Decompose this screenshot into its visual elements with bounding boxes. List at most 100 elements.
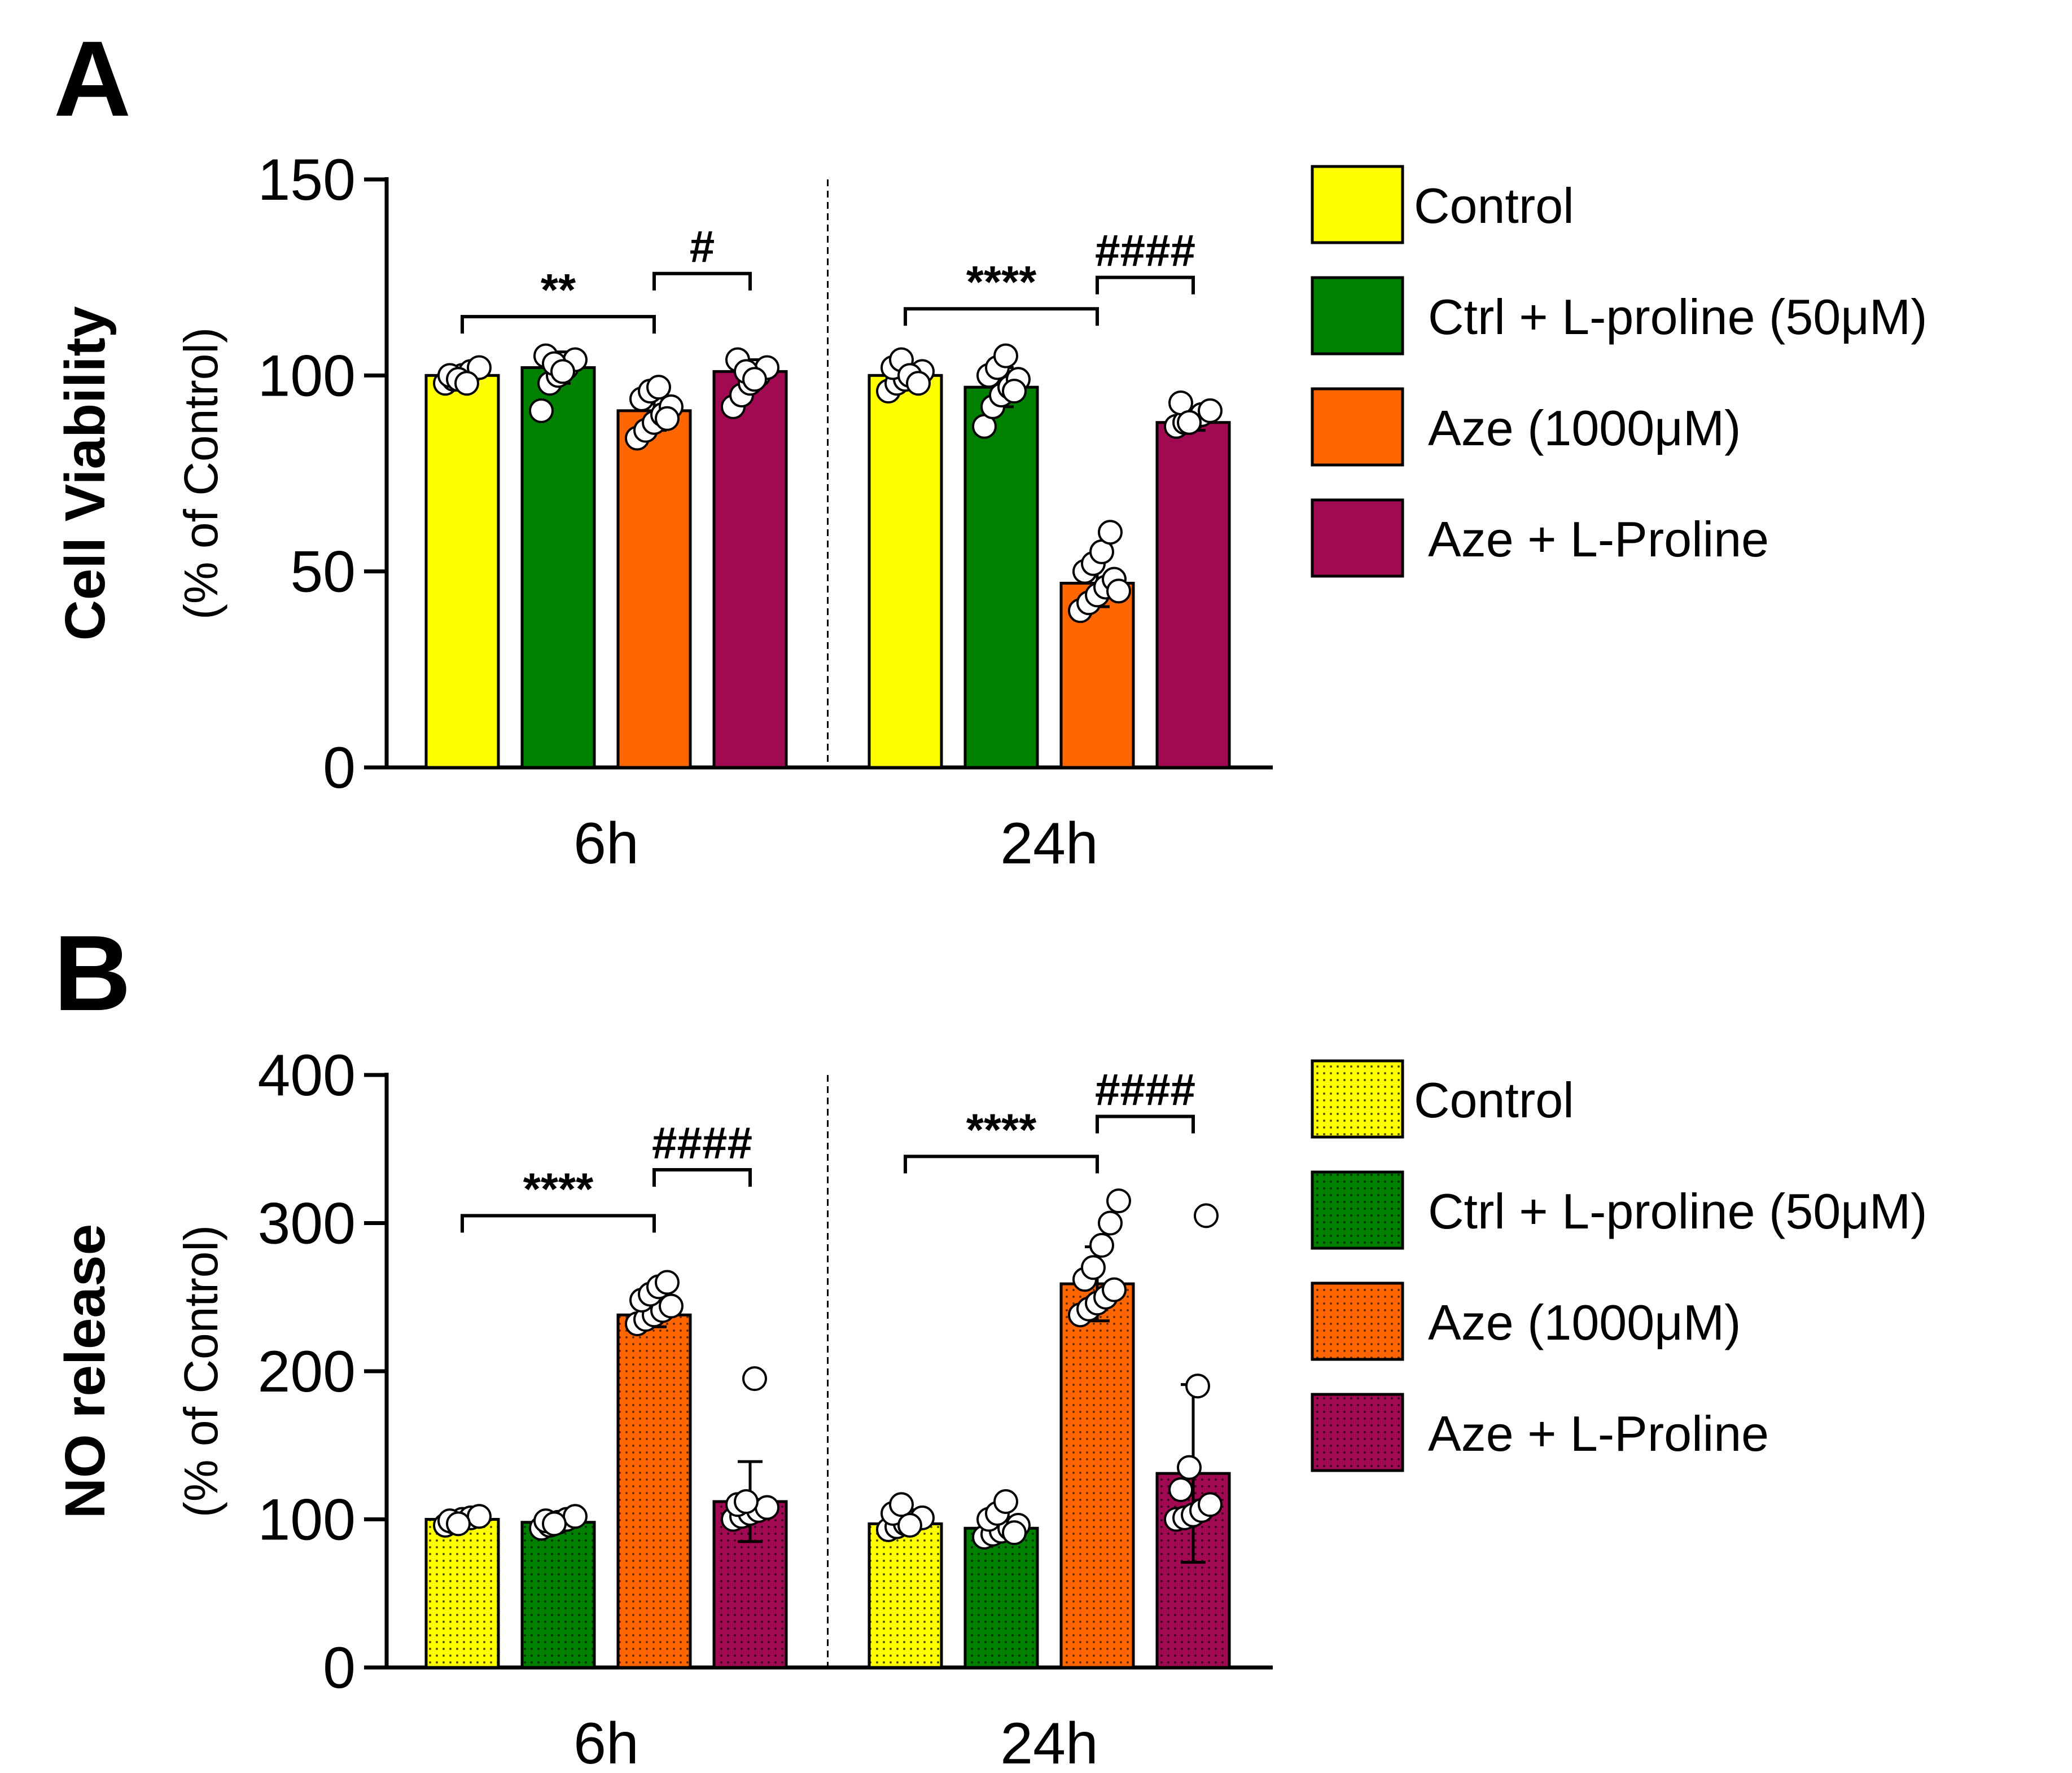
data-point: [529, 398, 554, 423]
significance-label: ****: [966, 257, 1037, 307]
data-point: [550, 359, 575, 384]
legend-swatch: [1311, 1170, 1404, 1250]
y-tick-label: 100: [257, 1487, 356, 1553]
data-point: [1106, 578, 1131, 604]
y-tick-label: 300: [257, 1191, 356, 1257]
significance-bracket: [461, 315, 656, 334]
legend-swatch: [1311, 498, 1404, 578]
bar-6h-2: [616, 1313, 692, 1669]
data-point: [1102, 1277, 1127, 1302]
legend-label: Aze + L-Proline: [1428, 511, 1769, 567]
legend-swatch: [1311, 1059, 1404, 1139]
legend-label: Aze (1000μM): [1428, 400, 1741, 456]
significance-bracket: [461, 1214, 656, 1233]
significance-bracket: [904, 1155, 1099, 1174]
bar-6h-1: [520, 366, 596, 769]
y-axis-label: Cell Viability: [54, 306, 117, 640]
data-point: [446, 1511, 471, 1537]
bar-6h-0: [424, 1518, 500, 1669]
bar-24h-2: [1059, 1282, 1135, 1669]
data-point: [1002, 1520, 1027, 1546]
legend-swatch: [1311, 276, 1404, 356]
y-axis-label: NO release: [54, 1224, 117, 1519]
y-tick-label: 200: [257, 1339, 356, 1405]
y-tick-label: 400: [257, 1043, 356, 1108]
data-point: [993, 343, 1018, 368]
bar-24h-1: [963, 385, 1039, 769]
panel-a-chart: A Cell Viability (% of Control) 0 50 100 150 6h…: [54, 19, 1928, 876]
significance-label: ####: [652, 1118, 752, 1168]
y-axis-sublabel: (% of Control): [174, 327, 227, 620]
data-point: [1177, 410, 1202, 435]
x-tick-label: 6h: [573, 811, 639, 876]
data-point: [646, 375, 671, 400]
significance-label: ****: [966, 1104, 1037, 1155]
significance-label: **: [541, 265, 576, 315]
x-tick-label: 24h: [1000, 811, 1098, 876]
data-point: [1198, 398, 1223, 423]
data-point: [1002, 379, 1027, 404]
data-point: [467, 1504, 492, 1529]
legend-label: Aze + L-Proline: [1428, 1406, 1769, 1462]
significance-label: ****: [523, 1164, 594, 1214]
legend-label: Ctrl + L-proline (50μM): [1428, 1183, 1928, 1239]
data-point: [1081, 1255, 1106, 1280]
legend-label: Control: [1414, 178, 1574, 234]
data-point: [1177, 1455, 1202, 1480]
data-point: [897, 1513, 922, 1538]
significance-bracket: [652, 1168, 752, 1187]
data-point: [1198, 1492, 1223, 1517]
significance-bracket: [652, 271, 752, 291]
data-point: [1089, 1232, 1114, 1258]
data-point: [563, 1504, 588, 1529]
data-point: [742, 1366, 767, 1392]
legend-swatch: [1311, 165, 1404, 244]
significance-bracket: [1096, 275, 1195, 295]
y-tick-label: 0: [323, 735, 356, 801]
legend-swatch: [1311, 1282, 1404, 1361]
data-point: [655, 406, 680, 431]
panel-b-chart: B NO release (% of Control) 0 100 200 300 400 6h…: [54, 914, 1928, 1773]
data-point: [1098, 1210, 1123, 1236]
data-point: [742, 367, 767, 392]
bar-6h-3: [712, 370, 788, 769]
data-point: [755, 1495, 779, 1520]
bar-6h-2: [616, 409, 692, 769]
data-point: [1194, 1203, 1219, 1228]
panel-letter: A: [54, 19, 131, 139]
bar-24h-3: [1155, 421, 1231, 769]
data-point: [1098, 520, 1123, 545]
x-tick-label: 6h: [573, 1711, 639, 1773]
significance-label: #: [690, 222, 715, 272]
significance-label: ####: [1095, 226, 1195, 276]
panel-letter: B: [54, 914, 131, 1033]
data-point: [1106, 1188, 1131, 1214]
legend-label: Control: [1414, 1072, 1574, 1128]
significance-label: ####: [1095, 1065, 1195, 1115]
significance-bracket: [1096, 1114, 1195, 1134]
data-point: [993, 1489, 1018, 1514]
data-point: [889, 1492, 914, 1517]
legend-swatch: [1311, 1393, 1404, 1472]
data-point: [659, 1293, 684, 1319]
data-point: [734, 1489, 759, 1514]
bar-24h-1: [963, 1526, 1039, 1669]
bar-6h-1: [520, 1521, 596, 1669]
bar-24h-0: [868, 374, 943, 769]
y-tick-label: 100: [257, 343, 356, 409]
y-tick-label: 50: [290, 539, 356, 605]
bar-24h-0: [868, 1522, 943, 1669]
data-point: [1168, 1477, 1193, 1502]
data-point: [1185, 1373, 1210, 1399]
data-point: [655, 1270, 680, 1295]
legend-label: Ctrl + L-proline (50μM): [1428, 289, 1928, 345]
y-tick-label: 0: [323, 1635, 356, 1701]
data-point: [542, 1511, 567, 1537]
data-point: [454, 371, 479, 396]
x-tick-label: 24h: [1000, 1711, 1098, 1773]
bar-6h-0: [424, 374, 500, 769]
data-point: [906, 371, 931, 396]
legend-label: Aze (1000μM): [1428, 1294, 1741, 1350]
significance-bracket: [904, 307, 1099, 326]
